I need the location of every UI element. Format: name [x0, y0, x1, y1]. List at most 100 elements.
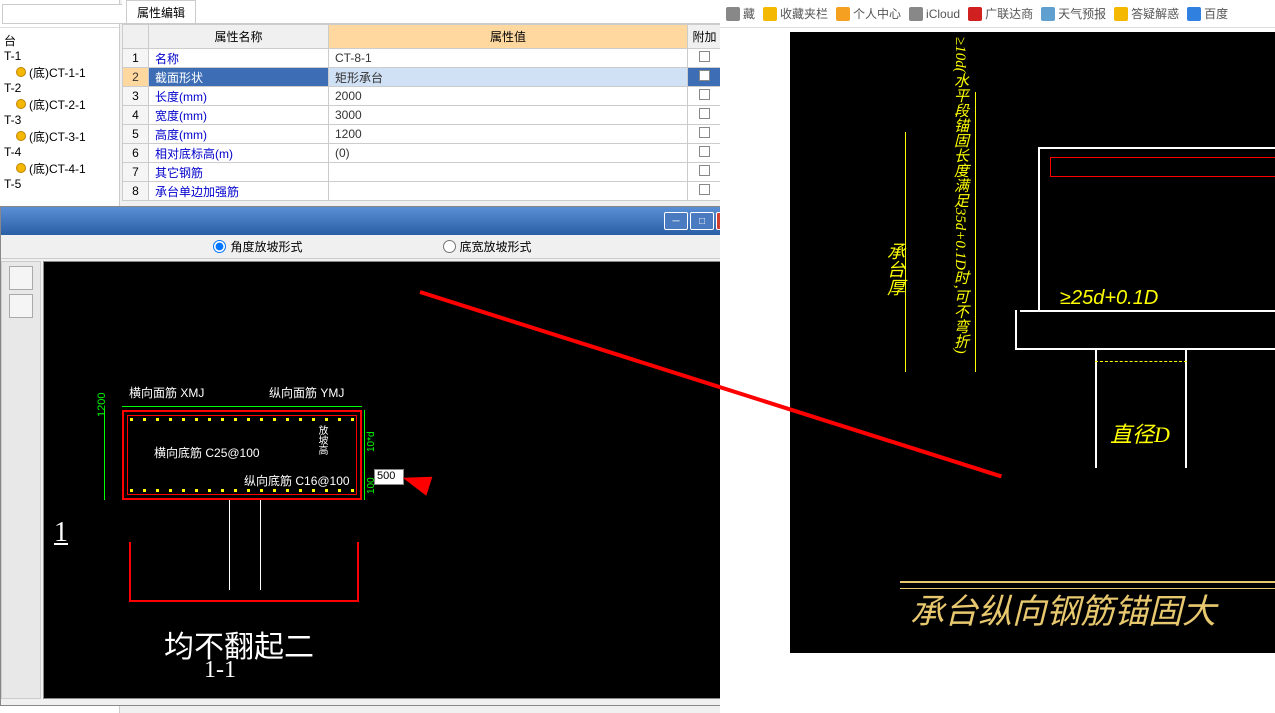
rebar-dot	[273, 418, 276, 421]
bookmark-item[interactable]: 天气预报	[1041, 5, 1106, 22]
bookmark-item[interactable]: 百度	[1187, 5, 1228, 22]
prop-extra[interactable]	[688, 125, 722, 144]
minimize-button[interactable]: ─	[664, 212, 688, 230]
tree-item-label: T-3	[4, 113, 21, 127]
prop-extra[interactable]	[688, 49, 722, 68]
prop-extra[interactable]	[688, 182, 722, 201]
tree-item[interactable]: T-5	[2, 176, 117, 192]
tree-item-label: T-2	[4, 81, 21, 95]
prop-value[interactable]: 1200	[329, 125, 688, 144]
tree-item[interactable]: T-3	[2, 112, 117, 128]
prop-name: 长度(mm)	[149, 87, 329, 106]
tree-item[interactable]: 台	[2, 32, 117, 48]
property-row[interactable]: 4 宽度(mm) 3000	[123, 106, 722, 125]
checkbox-icon[interactable]	[699, 127, 710, 138]
bookmark-item[interactable]: 个人中心	[836, 5, 901, 22]
strip-box-1[interactable]	[9, 266, 33, 290]
dim-height-line	[104, 410, 105, 500]
checkbox-icon[interactable]	[699, 146, 710, 157]
prop-name: 名称	[149, 49, 329, 68]
tree-item-label: 台	[4, 32, 16, 49]
property-row[interactable]: 5 高度(mm) 1200	[123, 125, 722, 144]
rebar-dot	[234, 418, 237, 421]
rebar-dot	[273, 489, 276, 492]
rebar-dot	[195, 489, 198, 492]
tree-item[interactable]: T-2	[2, 80, 117, 96]
checkbox-icon[interactable]	[699, 51, 710, 62]
tree-item-label: T-5	[4, 177, 21, 191]
tree-item[interactable]: T-4	[2, 144, 117, 160]
tree-item[interactable]: (底)CT-2-1	[2, 96, 117, 112]
tree-item[interactable]: T-1	[2, 48, 117, 64]
section-canvas[interactable]: 横向面筋 XMJ 纵向面筋 YMJ 横向底筋 C25@100 纵向底筋 C16@…	[43, 261, 738, 699]
col-num	[123, 25, 149, 49]
tree-item[interactable]: (底)CT-3-1	[2, 128, 117, 144]
prop-value[interactable]: 2000	[329, 87, 688, 106]
prop-extra[interactable]	[688, 144, 722, 163]
prop-value[interactable]: 3000	[329, 106, 688, 125]
prop-extra[interactable]	[688, 163, 722, 182]
bookmark-item[interactable]: 广联达商	[968, 5, 1033, 22]
tree-item-label: (底)CT-1-1	[29, 64, 86, 81]
cad-pier-l	[1095, 348, 1097, 468]
value-input[interactable]: 500	[374, 469, 404, 485]
section-inner-rect	[127, 415, 357, 495]
prop-value[interactable]: CT-8-1	[329, 49, 688, 68]
section-number: 1-1	[204, 657, 236, 684]
bookmark-label: 天气预报	[1058, 5, 1106, 22]
rebar-dot	[260, 418, 263, 421]
section-dialog: ─ □ ✕ 角度放坡形式 底宽放坡形式 横向面筋 XMJ 纵向面筋 YMJ 横向…	[0, 206, 745, 706]
property-row[interactable]: 3 长度(mm) 2000	[123, 87, 722, 106]
rebar-dot	[130, 489, 133, 492]
bookmark-item[interactable]: 收藏夹栏	[763, 5, 828, 22]
maximize-button[interactable]: □	[690, 212, 714, 230]
checkbox-icon[interactable]	[699, 89, 710, 100]
property-row[interactable]: 6 相对底标高(m) (0)	[123, 144, 722, 163]
bookmark-bar: 藏收藏夹栏个人中心 iCloud 广联达商 天气预报答疑解惑百度	[720, 0, 1275, 28]
checkbox-icon[interactable]	[699, 165, 710, 176]
rebar-dot	[208, 418, 211, 421]
prop-name: 截面形状	[149, 68, 329, 87]
prop-extra[interactable]	[688, 68, 722, 87]
cad-vert-note: ≥10d(水平段锚固长度满足35d+0.1D时,可不弯折)	[950, 37, 971, 357]
tab-property-edit[interactable]: 属性编辑	[126, 0, 196, 23]
radio-width-slope[interactable]: 底宽放坡形式	[443, 238, 532, 255]
tree-item-label: (底)CT-2-1	[29, 96, 86, 113]
tree-item[interactable]: (底)CT-1-1	[2, 64, 117, 80]
row-num: 7	[123, 163, 149, 182]
cad-dim-line-2	[975, 92, 976, 372]
strip-box-2[interactable]	[9, 294, 33, 318]
bookmark-label: iCloud	[926, 7, 960, 21]
checkbox-icon[interactable]	[699, 70, 710, 81]
dialog-titlebar[interactable]: ─ □ ✕	[1, 207, 744, 235]
prop-value[interactable]	[329, 163, 688, 182]
checkbox-icon[interactable]	[699, 184, 710, 195]
property-tabs: 属性编辑	[122, 0, 722, 24]
prop-extra[interactable]	[688, 106, 722, 125]
section-1-marker: 1	[54, 517, 68, 549]
radio-angle-slope[interactable]: 角度放坡形式	[213, 238, 302, 255]
property-row[interactable]: 7 其它钢筋	[123, 163, 722, 182]
bookmark-item[interactable]: 答疑解惑	[1114, 5, 1179, 22]
prop-value[interactable]: 矩形承台	[329, 68, 688, 87]
property-row[interactable]: 1 名称 CT-8-1	[123, 49, 722, 68]
rebar-dot	[143, 418, 146, 421]
bookmark-item[interactable]: iCloud	[909, 7, 960, 21]
checkbox-icon[interactable]	[699, 108, 710, 119]
bookmark-item[interactable]: 藏	[726, 5, 755, 22]
prop-extra[interactable]	[688, 87, 722, 106]
cad-pier-dash	[1095, 348, 1187, 362]
prop-value[interactable]	[329, 182, 688, 201]
row-num: 3	[123, 87, 149, 106]
radio-width-input[interactable]	[443, 240, 456, 253]
tree-item[interactable]: (底)CT-4-1	[2, 160, 117, 176]
property-row[interactable]: 2 截面形状 矩形承台	[123, 68, 722, 87]
rebar-dot	[286, 418, 289, 421]
cad-viewer[interactable]: ≥10d(水平段锚固长度满足35d+0.1D时,可不弯折) 承台厚 ≥25d+0…	[790, 32, 1275, 653]
cad-pier-r	[1185, 348, 1187, 468]
radio-angle-input[interactable]	[213, 240, 226, 253]
radio-row: 角度放坡形式 底宽放坡形式	[1, 235, 744, 259]
property-row[interactable]: 8 承台单边加强筋	[123, 182, 722, 201]
rebar-dot	[208, 489, 211, 492]
prop-value[interactable]: (0)	[329, 144, 688, 163]
